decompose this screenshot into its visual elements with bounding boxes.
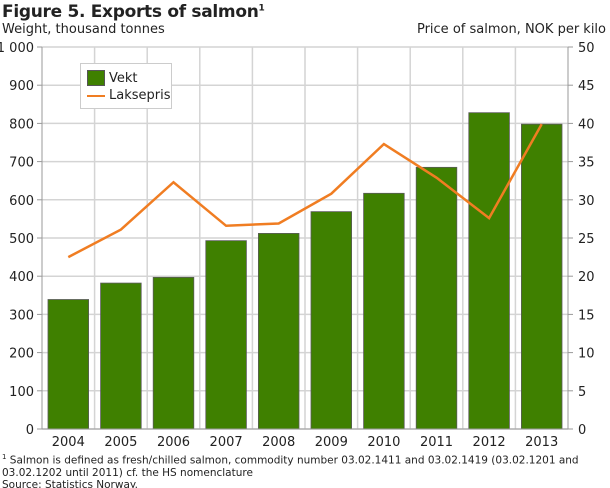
y-tick-label-left: 300	[9, 308, 34, 323]
bar-2005	[100, 282, 142, 430]
y-tick-label-right: 0	[578, 423, 586, 438]
x-tick-label: 2004	[52, 435, 85, 450]
x-tick-label: 2006	[157, 435, 190, 450]
y-tick-label-right: 40	[578, 117, 595, 132]
y-tick-label-right: 25	[578, 232, 595, 247]
bar-2007	[205, 240, 247, 430]
x-tick-label: 2005	[104, 435, 137, 450]
x-tick-label: 2012	[473, 435, 506, 450]
y-tick-label-left: 1 000	[0, 41, 34, 56]
y-tick-label-left: 500	[9, 232, 34, 247]
y-tick-label-left: 400	[9, 270, 34, 285]
x-tick-label: 2008	[262, 435, 295, 450]
bar-2010	[363, 192, 405, 430]
y-tick-label-right: 35	[578, 156, 595, 171]
y-tick-label-left: 800	[9, 117, 34, 132]
y-tick-label-right: 5	[578, 385, 586, 400]
legend: Vekt Laksepris	[80, 63, 172, 109]
bar-2004	[47, 299, 89, 430]
chart-title: Figure 5. Exports of salmon1	[2, 2, 265, 22]
footnote-text: Salmon is defined as fresh/chilled salmo…	[2, 454, 579, 479]
bar-2013	[521, 123, 563, 430]
price-line	[67, 123, 543, 259]
y-tick-label-right: 45	[578, 79, 595, 94]
title-footnote-marker: 1	[258, 3, 265, 14]
bar-2006	[152, 276, 195, 430]
y-tick-label-left: 900	[9, 79, 34, 94]
legend-line-swatch	[87, 94, 105, 97]
bar-2012	[468, 112, 510, 430]
legend-label: Vekt	[109, 70, 138, 86]
source-text: Source: Statistics Norway.	[2, 478, 138, 488]
x-tick-label: 2009	[315, 435, 348, 450]
bar-2008	[257, 233, 300, 430]
y-tick-label-left: 100	[9, 385, 34, 400]
bar-2009	[310, 211, 352, 430]
footnote-marker: 1	[2, 453, 7, 461]
legend-item-bar: Vekt	[87, 70, 138, 86]
legend-label: Laksepris	[109, 88, 171, 103]
y-tick-label-right: 15	[578, 308, 595, 323]
y-tick-label-right: 50	[578, 41, 595, 56]
y-tick-label-right: 20	[578, 270, 595, 285]
x-tick-label: 2007	[210, 435, 243, 450]
legend-item-line: Laksepris	[87, 88, 171, 103]
y-tick-label-left: 600	[9, 194, 34, 209]
x-tick-label: 2010	[367, 435, 400, 450]
left-axis-label: Weight, thousand tonnes	[2, 22, 165, 37]
x-tick-label: 2013	[525, 435, 558, 450]
y-tick-label-left: 700	[9, 156, 34, 171]
right-axis-label: Price of salmon, NOK per kilo	[416, 22, 606, 37]
title-text: Figure 5. Exports of salmon	[2, 2, 259, 22]
y-tick-label-left: 200	[9, 347, 34, 362]
y-tick-label-left: 0	[26, 423, 34, 438]
y-tick-label-right: 30	[578, 194, 595, 209]
bar-2011	[415, 166, 458, 430]
x-tick-label: 2011	[420, 435, 453, 450]
footnote: 1 Salmon is defined as fresh/chilled sal…	[2, 451, 602, 488]
y-tick-label-right: 10	[578, 347, 595, 362]
legend-bar-swatch	[87, 70, 105, 86]
